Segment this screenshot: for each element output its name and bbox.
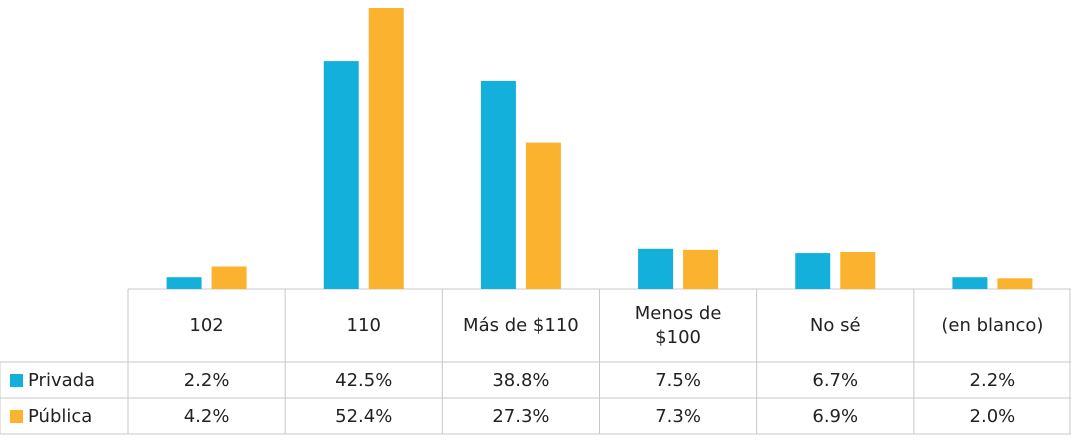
category-cell: (en blanco) [914, 289, 1071, 362]
bar [997, 278, 1033, 289]
bar [840, 251, 876, 289]
category-wrap: Más de $110 [442, 289, 599, 362]
value-label: 2.2% [184, 370, 230, 391]
category-wrap: Menos de $100 [600, 289, 757, 362]
value-label: 2.2% [970, 370, 1016, 391]
category-wrap: No sé [757, 289, 914, 362]
value-label: 52.4% [335, 406, 392, 427]
bar [323, 61, 359, 290]
category-cell: 110 [285, 289, 442, 362]
value-label: 7.5% [655, 370, 701, 391]
bar [952, 277, 988, 289]
category-cell: Menos de $100 [600, 289, 757, 362]
bar [795, 253, 831, 289]
category-wrap: 102 [128, 289, 285, 362]
category-label: 102 [189, 314, 224, 336]
value-label: 2.0% [970, 406, 1016, 427]
legend-label: Pública [28, 406, 92, 427]
bar [211, 266, 247, 289]
bar [525, 142, 561, 289]
category-cell: Más de $110 [442, 289, 599, 362]
value-label: 4.2% [184, 406, 230, 427]
value-label: 6.9% [812, 406, 858, 427]
value-label: 38.8% [492, 370, 549, 391]
category-label: 110 [346, 314, 381, 336]
bar [480, 80, 516, 289]
bar [683, 249, 719, 289]
value-label: 27.3% [492, 406, 549, 427]
value-label: 6.7% [812, 370, 858, 391]
value-label: 7.3% [655, 406, 701, 427]
bar [638, 248, 674, 289]
category-label: (en blanco) [941, 314, 1044, 336]
category-label: Menos de $100 [634, 303, 722, 348]
bar [166, 277, 202, 289]
category-wrap: (en blanco) [914, 289, 1071, 362]
category-cell: 102 [128, 289, 285, 362]
category-label: Más de $110 [463, 314, 579, 336]
category-cell: No sé [757, 289, 914, 362]
legend-swatch [10, 374, 23, 387]
value-label: 42.5% [335, 370, 392, 391]
legend-swatch [10, 410, 23, 423]
category-label: No sé [809, 314, 861, 336]
legend-label: Privada [28, 370, 95, 391]
category-wrap: 110 [285, 289, 442, 362]
bar [368, 8, 404, 289]
